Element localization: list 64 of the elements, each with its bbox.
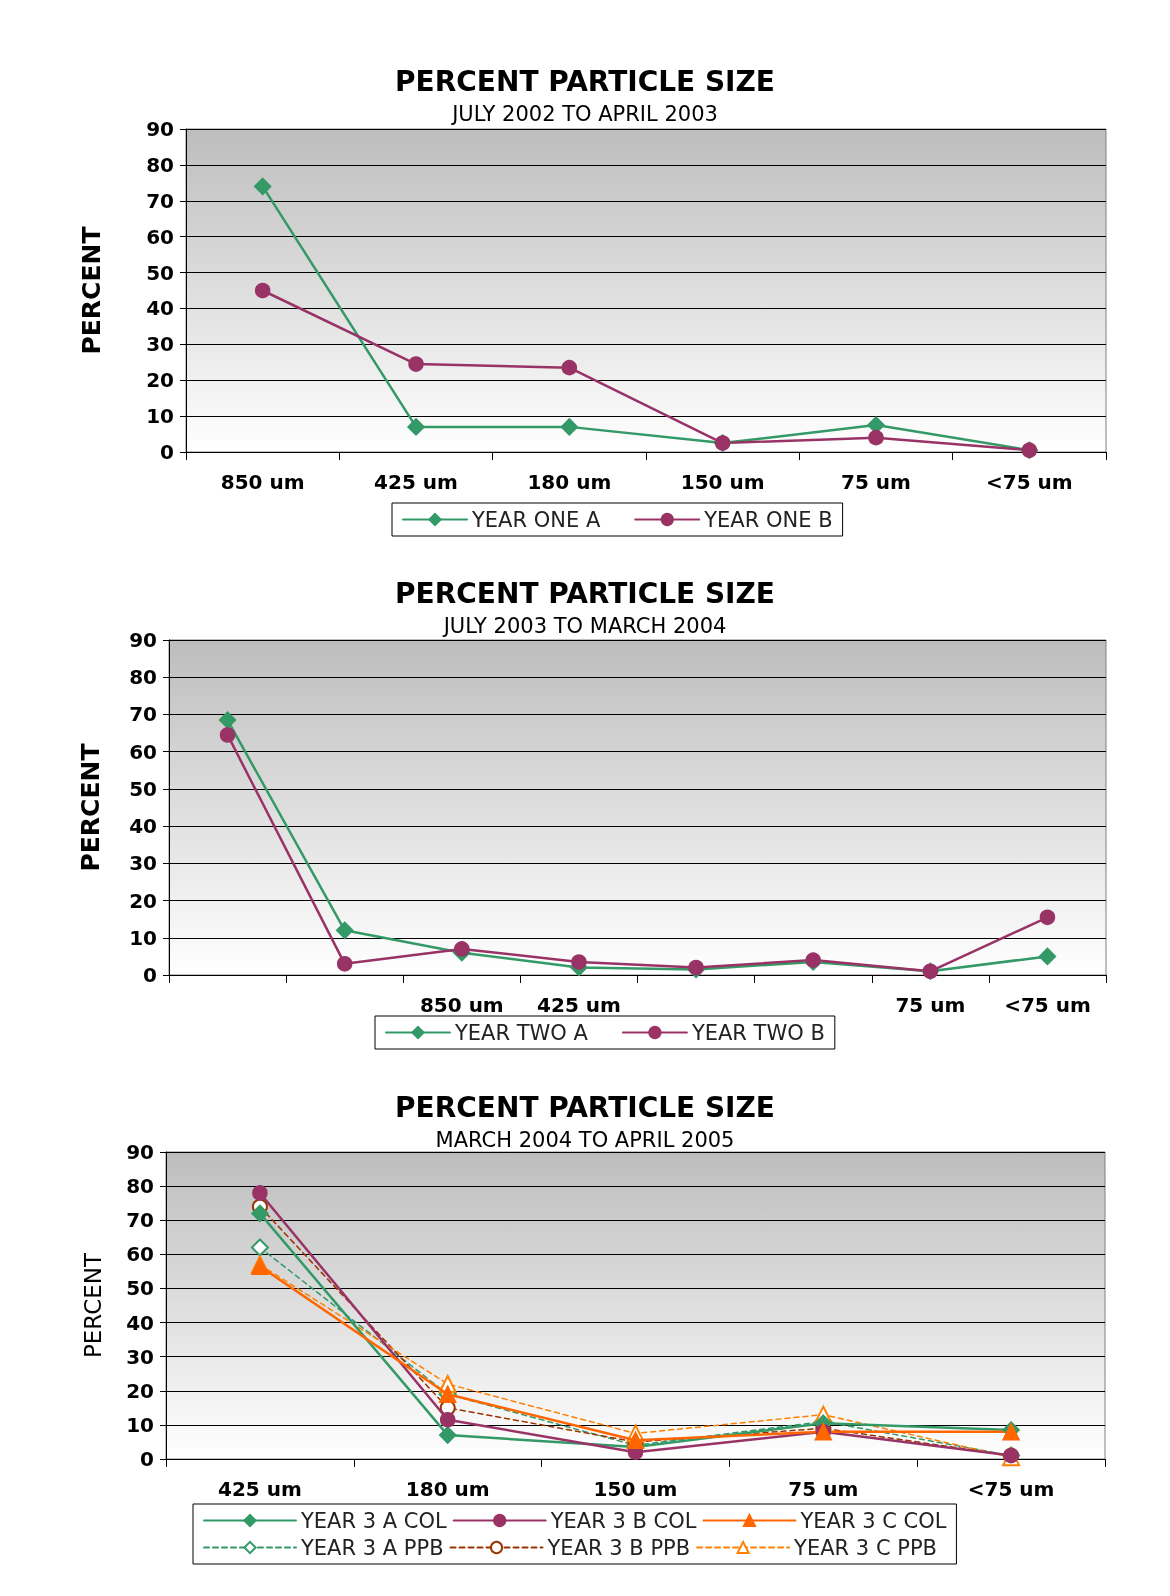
y-tick-label: 80 [129,665,157,690]
x-tick-label: <75 um [986,470,1073,494]
x-tick-label: 75 um [841,470,911,494]
x-tick-label: 75 um [788,1477,859,1501]
y-tick-label: 40 [126,1310,154,1335]
y-tick-label: 70 [146,188,174,213]
x-tick-label: 150 um [680,470,765,494]
y-tick-label: 60 [146,224,174,249]
y-tick-label: 30 [129,851,157,876]
y-tick-label: 50 [126,1276,154,1301]
y-tick-label: 20 [146,368,174,393]
y-tick-label: 70 [126,1208,154,1233]
y-tick-label: 30 [126,1344,154,1369]
x-tick-label: 425 um [374,470,458,494]
x-tick-label: 850 um [220,470,305,494]
y-tick-label: 10 [146,404,174,429]
y-tick-label: 10 [129,925,157,950]
y-tick-label: 20 [126,1378,154,1403]
y-tick-label: 60 [129,739,157,764]
legend-label: YEAR 3 B PPB [546,1535,691,1560]
y-tick-label: 40 [146,296,174,321]
y-tick-label: 80 [146,152,174,177]
x-tick-label: <75 um [967,1477,1055,1501]
chart-subtitle: JULY 2003 TO MARCH 2004 [441,613,727,638]
y-tick-label: 50 [146,260,174,285]
x-tick-label: 850 um [419,993,504,1017]
legend-label: YEAR 3 C COL [799,1508,947,1533]
y-tick-label: 0 [143,963,157,987]
x-tick-label: <75 um [1004,993,1091,1017]
chart-title: PERCENT PARTICLE SIZE [395,576,775,610]
x-tick-label: 75 um [895,993,966,1017]
y-tick-label: 90 [126,1140,154,1164]
y-tick-label: 50 [129,776,157,801]
chart-subtitle: MARCH 2004 TO APRIL 2005 [435,1127,735,1152]
y-axis-title: PERCENT [76,743,105,872]
y-tick-label: 10 [126,1412,154,1437]
x-tick-label: 425 um [537,993,621,1017]
legend-label: YEAR 3 A PPB [300,1535,444,1560]
x-tick-label: 180 um [405,1477,490,1501]
y-axis-title: PERCENT [79,1252,106,1359]
y-tick-label: 90 [146,117,174,141]
legend-label: YEAR 3 B COL [549,1508,697,1533]
chart-title: PERCENT PARTICLE SIZE [395,1090,775,1124]
x-tick-label: 180 um [527,470,612,494]
chart-title: PERCENT PARTICLE SIZE [395,64,775,98]
legend-label: YEAR TWO A [454,1020,589,1045]
y-tick-label: 60 [126,1242,154,1267]
y-tick-label: 80 [126,1174,154,1199]
x-tick-label: 150 um [593,1477,678,1501]
y-tick-label: 0 [160,440,174,464]
y-tick-label: 0 [140,1447,154,1471]
x-tick-label: 425 um [218,1477,302,1501]
y-axis-title: PERCENT [77,226,106,355]
y-tick-label: 40 [129,814,157,839]
legend-label: YEAR ONE B [703,507,833,532]
chart-subtitle: JULY 2002 TO APRIL 2003 [450,101,718,126]
y-tick-label: 90 [129,628,157,652]
legend-label: YEAR 3 C PPB [793,1535,937,1560]
y-tick-label: 20 [129,888,157,913]
legend-label: YEAR 3 A COL [300,1508,447,1533]
y-tick-label: 70 [129,702,157,727]
legend-label: YEAR TWO B [690,1020,825,1045]
legend-label: YEAR ONE A [471,507,601,532]
y-tick-label: 30 [146,332,174,357]
